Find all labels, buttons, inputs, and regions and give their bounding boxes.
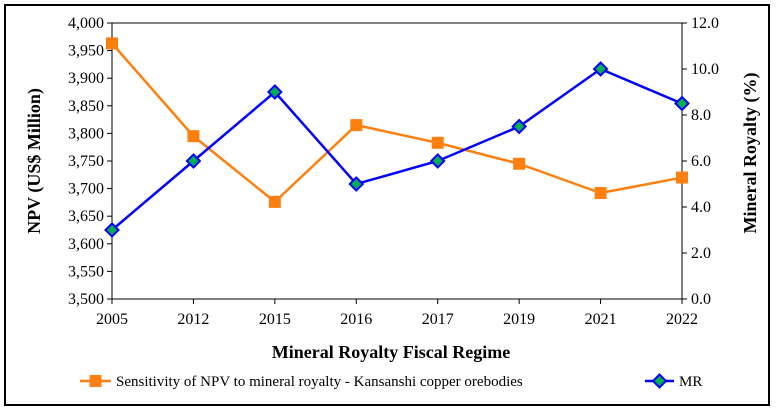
y-axis-right-title: Mineral Royalty (%) [740,73,761,234]
data-point-npv [350,119,363,132]
y-right-tick-label: 8.0 [691,107,711,124]
series-line-mr [111,67,683,231]
x-tick-label: 2019 [503,311,535,328]
y-right-tick-label: 10.0 [691,61,719,78]
data-point-mr [429,153,446,169]
y-right-tick-label: 0.0 [691,291,711,308]
y-left-tick-label: 3,500 [68,291,104,308]
x-tick-label: 2016 [340,311,372,328]
data-point-npv [513,157,526,170]
series-group [104,37,690,238]
data-point-npv [431,136,444,149]
data-point-npv [268,195,281,208]
x-tick-label: 2021 [585,311,617,328]
x-tick-label: 2015 [259,311,291,328]
x-tick-label: 2012 [177,311,209,328]
x-axis-title: Mineral Royalty Fiscal Regime [272,342,510,362]
y-left-tick-label: 3,700 [68,181,104,198]
x-tick-label: 2017 [422,311,454,328]
series-line-npv [111,42,683,204]
y-right-tick-label: 4.0 [691,199,711,216]
data-point-mr [266,84,283,100]
data-point-mr [104,222,120,238]
y-left-tick-label: 4,000 [68,15,104,32]
y-right-tick-label: 6.0 [691,153,711,170]
y-left-tick-label: 3,550 [68,263,104,280]
y-axis-left-title: NPV (US$ Million) [24,88,45,234]
x-tick-label: 2022 [666,311,698,328]
data-point-npv [106,37,118,50]
data-point-mr [592,61,609,77]
data-point-npv [676,171,688,184]
legend: Sensitivity of NPV to mineral royalty - … [80,373,702,390]
x-tick-label: 2005 [96,311,128,328]
data-point-mr [674,95,690,112]
legend-label-npv: Sensitivity of NPV to mineral royalty - … [116,374,523,390]
y-left-tick-label: 3,950 [68,43,104,60]
y-right-tick-label: 2.0 [691,245,711,262]
legend-label-mr: MR [679,374,702,390]
y-right-tick-label: 12.0 [691,15,719,32]
data-point-mr [348,176,365,192]
data-point-mr [511,118,528,135]
y-left-tick-label: 3,800 [68,125,104,142]
data-point-npv [594,187,607,200]
y-left-tick-label: 3,850 [68,98,104,115]
y-left-tick-label: 3,600 [68,236,104,253]
chart-frame [4,4,770,406]
y-left-tick-label: 3,650 [68,208,104,225]
data-point-npv [187,130,200,143]
legend-marker-npv [89,375,102,387]
legend-marker-mr [651,373,668,389]
data-point-mr [185,153,202,169]
axes: 3,500 3,550 3,600 3,650 3,700 3,750 3,800 3,850… [68,15,719,328]
y-left-tick-label: 3,750 [68,153,104,170]
y-left-tick-label: 3,900 [68,70,104,87]
